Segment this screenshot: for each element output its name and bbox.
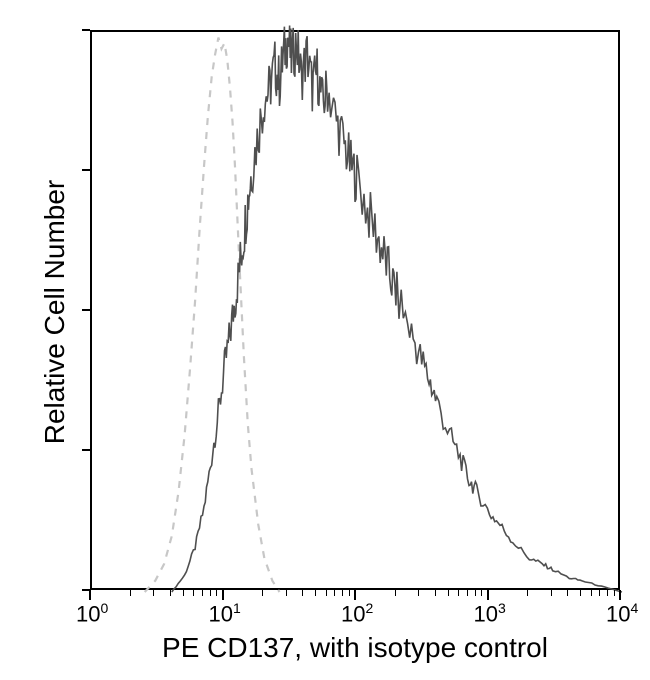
- x-minor-tick: [183, 590, 184, 596]
- x-minor-tick: [435, 590, 436, 596]
- x-minor-tick: [216, 590, 217, 596]
- series-cd137-stained: [172, 26, 622, 593]
- x-minor-tick: [467, 590, 468, 596]
- x-minor-tick: [567, 590, 568, 596]
- x-tick: [89, 590, 91, 600]
- x-minor-tick: [170, 590, 171, 596]
- x-tick-label: 100: [76, 600, 108, 627]
- y-axis-label: Relative Cell Number: [39, 162, 71, 462]
- x-tick-label: 104: [606, 600, 638, 627]
- x-minor-tick: [395, 590, 396, 596]
- plot-area: [90, 30, 620, 590]
- x-minor-tick: [458, 590, 459, 596]
- x-minor-tick: [349, 590, 350, 596]
- x-tick-label: 102: [341, 600, 373, 627]
- x-tick-label: 103: [474, 600, 506, 627]
- x-minor-tick: [580, 590, 581, 596]
- x-axis-label: PE CD137, with isotype control: [90, 632, 620, 664]
- x-minor-tick: [302, 590, 303, 596]
- x-minor-tick: [286, 590, 287, 596]
- x-minor-tick: [527, 590, 528, 596]
- x-minor-tick: [262, 590, 263, 596]
- x-minor-tick: [607, 590, 608, 596]
- curves-svg: [92, 32, 622, 592]
- x-minor-tick: [614, 590, 615, 596]
- x-minor-tick: [193, 590, 194, 596]
- x-minor-tick: [475, 590, 476, 596]
- y-tick: [82, 449, 90, 451]
- x-minor-tick: [599, 590, 600, 596]
- x-minor-tick: [481, 590, 482, 596]
- x-minor-tick: [418, 590, 419, 596]
- x-tick: [222, 590, 224, 600]
- x-tick: [487, 590, 489, 600]
- x-minor-tick: [342, 590, 343, 596]
- x-tick-label: 101: [209, 600, 241, 627]
- y-tick: [82, 309, 90, 311]
- y-tick: [82, 169, 90, 171]
- x-minor-tick: [326, 590, 327, 596]
- x-minor-tick: [591, 590, 592, 596]
- flow-cytometry-histogram: Relative Cell Number PE CD137, with isot…: [0, 0, 650, 680]
- x-minor-tick: [153, 590, 154, 596]
- x-minor-tick: [202, 590, 203, 596]
- x-tick: [354, 590, 356, 600]
- x-minor-tick: [315, 590, 316, 596]
- x-tick: [619, 590, 621, 600]
- x-minor-tick: [130, 590, 131, 596]
- y-tick: [82, 29, 90, 31]
- x-minor-tick: [210, 590, 211, 596]
- x-minor-tick: [551, 590, 552, 596]
- y-tick: [82, 589, 90, 591]
- x-minor-tick: [448, 590, 449, 596]
- x-minor-tick: [334, 590, 335, 596]
